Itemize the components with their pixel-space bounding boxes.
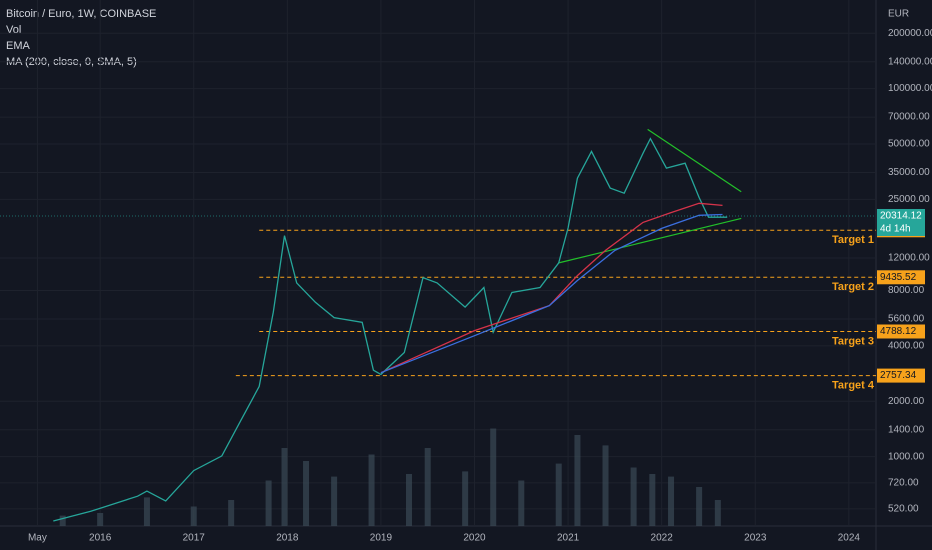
price-line [53, 137, 728, 522]
x-tick-label: 2020 [463, 533, 486, 544]
price-badge-label: 9435.52 [880, 272, 917, 283]
x-tick-label: 2019 [370, 533, 393, 544]
x-tick-label: 2017 [183, 533, 206, 544]
legend-item: Vol [6, 24, 21, 36]
y-tick-label: 70000.00 [888, 112, 930, 123]
x-tick-label: 2022 [651, 533, 674, 544]
x-tick-label: 2021 [557, 533, 580, 544]
volume-bar [602, 445, 609, 526]
y-tick-label: 4000.00 [888, 341, 925, 352]
x-tick-label: 2023 [744, 533, 767, 544]
y-axis-label: EUR [888, 9, 909, 20]
price-line [380, 213, 723, 374]
volume-bar [630, 467, 637, 526]
y-tick-label: 200000.00 [888, 28, 932, 39]
volume-bar [190, 506, 197, 526]
x-tick-label: May [28, 533, 47, 544]
x-tick-label: 2024 [838, 533, 861, 544]
y-tick-label: 50000.00 [888, 139, 930, 150]
volume-bar [462, 471, 469, 526]
y-tick-label: 720.00 [888, 478, 919, 489]
volume-bar [555, 463, 562, 526]
price-badge-label: 2757.34 [880, 370, 917, 381]
y-tick-label: 2000.00 [888, 396, 925, 407]
y-tick-label: 8000.00 [888, 285, 925, 296]
volume-bar [281, 448, 288, 526]
trendline [647, 128, 742, 193]
price-line [380, 202, 723, 374]
target-label: Target 1 [832, 234, 874, 246]
volume-bar [490, 428, 497, 526]
price-badge [877, 368, 925, 383]
target-label: Target 2 [832, 281, 874, 293]
volume-bar [518, 480, 525, 526]
volume-bar [59, 515, 66, 526]
current-price-label: 20314.12 [880, 211, 922, 222]
y-tick-label: 1000.00 [888, 451, 925, 462]
price-badge [877, 208, 925, 236]
volume-bar [303, 461, 310, 526]
y-tick-label: 12000.00 [888, 253, 930, 264]
chart-title: Bitcoin / Euro, 1W, COINBASE [6, 8, 156, 20]
trendline [558, 217, 742, 264]
y-tick-label: 5600.00 [888, 314, 925, 325]
x-tick-label: 2018 [276, 533, 299, 544]
countdown-label: 4d 14h [880, 224, 911, 235]
volume-bar [265, 480, 272, 526]
volume-bar [574, 435, 581, 526]
target-label: Target 4 [832, 380, 875, 392]
y-tick-label: 140000.00 [888, 56, 932, 67]
y-tick-label: 100000.00 [888, 83, 932, 94]
y-tick-label: 1400.00 [888, 424, 925, 435]
volume-bar [424, 448, 431, 526]
volume-bar [649, 474, 656, 526]
volume-bar [143, 497, 150, 526]
price-badge [877, 270, 925, 285]
price-badge [877, 324, 925, 339]
volume-bar [714, 500, 721, 526]
legend-item: EMA [6, 40, 31, 52]
x-tick-label: 2016 [89, 533, 112, 544]
y-tick-label: 25000.00 [888, 194, 930, 205]
volume-bar [668, 476, 675, 526]
volume-bar [368, 454, 375, 526]
y-tick-label: 35000.00 [888, 167, 930, 178]
volume-bar [331, 476, 338, 526]
volume-bar [696, 487, 703, 526]
volume-bar [405, 474, 412, 526]
price-badge-label: 4788.12 [880, 326, 917, 337]
target-label: Target 3 [832, 335, 874, 347]
y-tick-label: 520.00 [888, 504, 919, 515]
volume-bar [228, 500, 235, 526]
volume-bar [97, 513, 104, 526]
